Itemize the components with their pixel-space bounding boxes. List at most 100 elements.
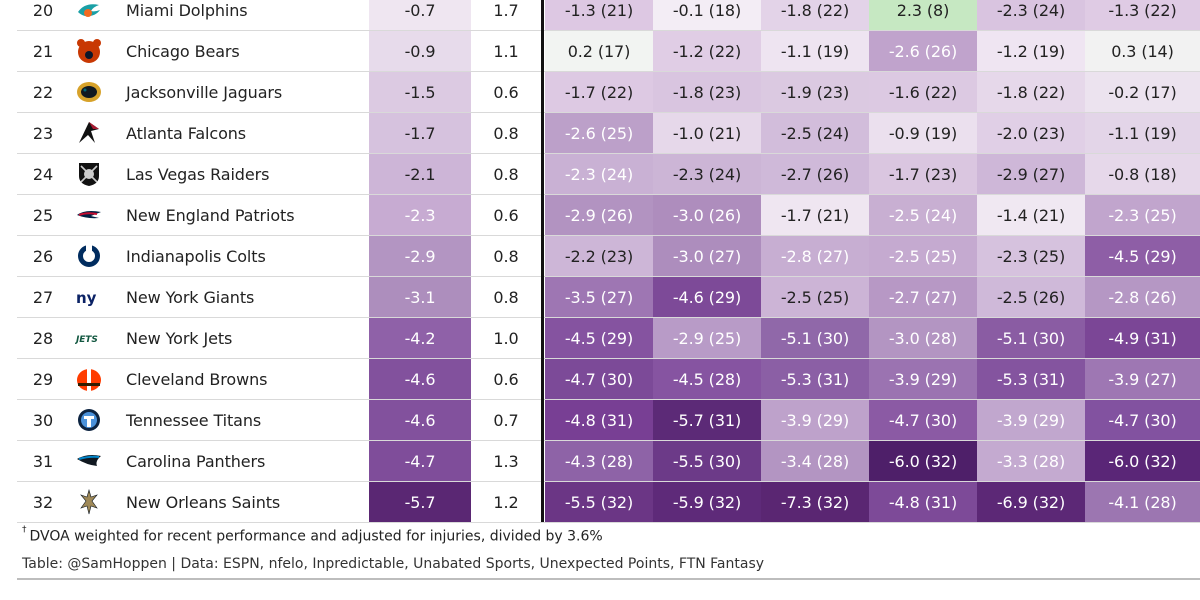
composite-rating-cell: -1.7 <box>369 113 471 153</box>
metric-5-cell: -2.9 (27) <box>977 154 1085 194</box>
metric-4-cell: -1.7 (23) <box>869 154 977 194</box>
rank-cell: 23 <box>32 123 54 143</box>
metric-1-cell: -3.5 (27) <box>545 277 653 317</box>
table-row: 20 Miami Dolphins -0.7 1.7 -1.3 (21) -0.1 (18… <box>17 0 1200 31</box>
metric-6-cell: -4.7 (30) <box>1085 400 1200 440</box>
metric-6-cell: -2.3 (25) <box>1085 195 1200 235</box>
metric-1-cell: -4.3 (28) <box>545 441 653 481</box>
metric-1-cell: 0.2 (17) <box>545 31 653 71</box>
metric-5-cell: -2.5 (26) <box>977 277 1085 317</box>
metric-4-cell: -2.7 (27) <box>869 277 977 317</box>
footnote: † DVOA weighted for recent performance an… <box>22 525 603 545</box>
metric-4-cell: -0.9 (19) <box>869 113 977 153</box>
team-name-cell: Indianapolis Colts <box>126 246 266 266</box>
composite-rating-cell: -4.7 <box>369 441 471 481</box>
metric-6-cell: -0.8 (18) <box>1085 154 1200 194</box>
team-logo-cell <box>69 154 109 194</box>
metric-3-cell: -1.8 (22) <box>761 0 869 30</box>
metric-5-cell: -2.3 (25) <box>977 236 1085 276</box>
giants-logo-icon: ny <box>75 283 103 311</box>
table-row: 30 Tennessee Titans -4.6 0.7 -4.8 (31) -5.7 (… <box>17 400 1200 441</box>
metric-6-cell: -2.8 (26) <box>1085 277 1200 317</box>
team-logo-cell <box>69 441 109 481</box>
metric-1-cell: -2.6 (25) <box>545 113 653 153</box>
metric-2-cell: -1.2 (22) <box>653 31 761 71</box>
rating-spread-cell: 0.6 <box>471 359 541 399</box>
metric-6-cell: -1.1 (19) <box>1085 113 1200 153</box>
metric-4-cell: -2.5 (25) <box>869 236 977 276</box>
team-logo-cell <box>69 195 109 235</box>
footnote-text: DVOA weighted for recent performance and… <box>29 528 603 545</box>
metric-4-cell: -3.9 (29) <box>869 359 977 399</box>
jaguars-logo-icon <box>75 78 103 106</box>
composite-rating-cell: -0.7 <box>369 0 471 30</box>
rating-spread-cell: 0.8 <box>471 236 541 276</box>
rating-spread-cell: 1.7 <box>471 0 541 30</box>
table-row: 23 Atlanta Falcons -1.7 0.8 -2.6 (25) -1.0 (2… <box>17 113 1200 154</box>
team-logo-cell <box>69 482 109 522</box>
team-logo-cell <box>69 0 109 30</box>
rating-spread-cell: 0.8 <box>471 113 541 153</box>
rank-cell: 20 <box>32 0 54 20</box>
colts-logo-icon <box>75 242 103 270</box>
rating-spread-cell: 1.3 <box>471 441 541 481</box>
metric-2-cell: -0.1 (18) <box>653 0 761 30</box>
rating-spread-cell: 0.8 <box>471 277 541 317</box>
composite-rating-cell: -0.9 <box>369 31 471 71</box>
table-row: 26 Indianapolis Colts -2.9 0.8 -2.2 (23) -3.0… <box>17 236 1200 277</box>
composite-rating-cell: -2.3 <box>369 195 471 235</box>
team-logo-cell <box>69 31 109 71</box>
team-logo-cell <box>69 236 109 276</box>
composite-rating-cell: -4.2 <box>369 318 471 358</box>
metric-1-cell: -4.7 (30) <box>545 359 653 399</box>
rank-cell: 24 <box>32 164 54 184</box>
metric-5-cell: -5.3 (31) <box>977 359 1085 399</box>
titans-logo-icon <box>75 406 103 434</box>
metric-2-cell: -1.0 (21) <box>653 113 761 153</box>
metric-3-cell: -2.8 (27) <box>761 236 869 276</box>
metric-3-cell: -2.5 (25) <box>761 277 869 317</box>
team-logo-cell <box>69 72 109 112</box>
metric-5-cell: -5.1 (30) <box>977 318 1085 358</box>
metric-2-cell: -2.3 (24) <box>653 154 761 194</box>
metric-4-cell: -3.0 (28) <box>869 318 977 358</box>
metric-5-cell: -1.4 (21) <box>977 195 1085 235</box>
browns-logo-icon <box>75 365 103 393</box>
dolphins-logo-icon <box>75 0 103 24</box>
team-logo-cell <box>69 113 109 153</box>
table-row: 32 New Orleans Saints -5.7 1.2 -5.5 (32) -5.9… <box>17 482 1200 523</box>
metric-2-cell: -1.8 (23) <box>653 72 761 112</box>
metric-1-cell: -4.5 (29) <box>545 318 653 358</box>
composite-rating-cell: -1.5 <box>369 72 471 112</box>
rating-spread-cell: 1.2 <box>471 482 541 522</box>
patriots-logo-icon <box>75 201 103 229</box>
team-name-cell: Las Vegas Raiders <box>126 164 270 184</box>
metric-5-cell: -3.9 (29) <box>977 400 1085 440</box>
composite-rating-cell: -2.9 <box>369 236 471 276</box>
team-logo-cell: JETS <box>69 318 109 358</box>
team-name-cell: Jacksonville Jaguars <box>126 82 283 102</box>
svg-text:JETS: JETS <box>75 335 98 345</box>
rating-spread-cell: 1.0 <box>471 318 541 358</box>
table-credit: Table: @SamHoppen | Data: ESPN, nfelo, I… <box>22 556 765 572</box>
metric-6-cell: -4.1 (28) <box>1085 482 1200 522</box>
metric-5-cell: -1.2 (19) <box>977 31 1085 71</box>
team-name-cell: Atlanta Falcons <box>126 123 247 143</box>
rank-cell: 27 <box>32 287 54 307</box>
team-name-cell: Cleveland Browns <box>126 369 268 389</box>
composite-rating-cell: -3.1 <box>369 277 471 317</box>
metric-4-cell: -2.5 (24) <box>869 195 977 235</box>
metric-5-cell: -1.8 (22) <box>977 72 1085 112</box>
table-row: 29 Cleveland Browns -4.6 0.6 -4.7 (30) -4.5 (… <box>17 359 1200 400</box>
team-name-cell: New Orleans Saints <box>126 492 281 512</box>
metric-4-cell: -2.6 (26) <box>869 31 977 71</box>
metric-5-cell: -6.9 (32) <box>977 482 1085 522</box>
table-row: 27 ny New York Giants -3.1 0.8 -3.5 (27) -4.6 … <box>17 277 1200 318</box>
team-name-cell: Tennessee Titans <box>126 410 262 430</box>
composite-rating-cell: -2.1 <box>369 154 471 194</box>
rating-spread-cell: 0.8 <box>471 154 541 194</box>
metric-6-cell: -6.0 (32) <box>1085 441 1200 481</box>
metric-4-cell: -4.7 (30) <box>869 400 977 440</box>
metric-1-cell: -2.2 (23) <box>545 236 653 276</box>
metric-3-cell: -2.5 (24) <box>761 113 869 153</box>
